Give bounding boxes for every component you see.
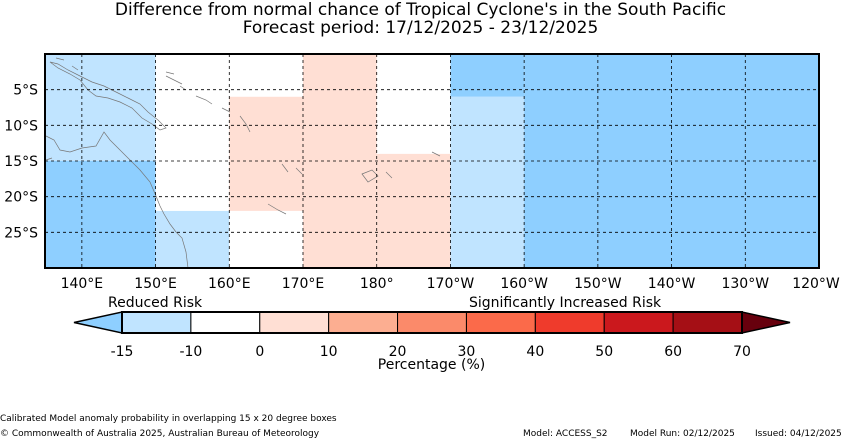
coastline-vanuatu (239, 115, 303, 175)
coastline-fiji (361, 151, 441, 183)
colorbar-segment (190, 311, 261, 334)
anomaly-cell-5 (229, 96, 303, 211)
colorbar-tick-label: -15 (111, 344, 134, 360)
lon-tick-label: 170°E (282, 276, 325, 292)
colorbar: -15 -10 0 10 20 30 40 50 60 70 (73, 311, 791, 360)
colorbar-segment (328, 311, 399, 334)
lon-tick-label: 140°E (61, 276, 104, 292)
anomaly-cell-6 (229, 210, 303, 268)
lat-tick-label: 5°S (13, 83, 38, 99)
colorbar-under-arrow (73, 311, 123, 334)
colorbar-xlabel: Percentage (%) (377, 357, 486, 373)
colorbar-tick-label: 50 (595, 344, 613, 360)
lat-tick-label: 25°S (4, 225, 38, 241)
footer-issued: Issued: 04/12/2025 (755, 429, 841, 439)
footer-note: Calibrated Model anomaly probability in … (0, 414, 337, 424)
coastline-solomon (165, 75, 231, 113)
colorbar-segment (672, 311, 743, 334)
anomaly-cell-9 (376, 153, 451, 268)
lon-tick-label: 120°W (792, 276, 840, 292)
anomaly-cell-1 (45, 54, 156, 161)
lat-tick-label: 10°S (4, 118, 38, 134)
lon-tick-label: 160°E (208, 276, 251, 292)
footer-model: Model: ACCESS_S2 (523, 429, 608, 439)
colorbar-segment (603, 311, 674, 334)
colorbar-frame (121, 311, 743, 334)
colorbar-tick-label: 40 (526, 344, 544, 360)
lon-tick-label: 140°W (648, 276, 696, 292)
lon-tick-label: 170°W (427, 276, 475, 292)
colorbar-segment (465, 311, 536, 334)
colorbar-tick-label: 10 (320, 344, 338, 360)
coastline-new-caledonia (267, 203, 287, 215)
colorbar-segment (397, 311, 467, 334)
lon-tick-label: 160°W (500, 276, 548, 292)
lon-tick-label: 150°W (574, 276, 622, 292)
footer-copyright: © Commonwealth of Australia 2025, Austra… (0, 429, 320, 439)
colorbar-segment (121, 311, 192, 334)
anomaly-cell-8 (376, 54, 451, 154)
lat-tick-label: 15°S (4, 154, 38, 170)
colorbar-tick-label: 70 (733, 344, 751, 360)
increased-risk-label: Significantly Increased Risk (469, 295, 662, 311)
coastline-north-islands (55, 57, 187, 91)
anomaly-cell-2 (155, 54, 230, 211)
chart-title: Difference from normal chance of Tropica… (114, 0, 727, 20)
colorbar-tick-label: 0 (255, 344, 264, 360)
colorbar-segment (259, 311, 330, 334)
lon-tick-label: 130°W (721, 276, 769, 292)
colorbar-tick-label: 60 (664, 344, 682, 360)
coastline-new-guinea (49, 61, 167, 131)
lon-tick-label: 150°E (134, 276, 177, 292)
map-plot: 5°S 10°S 15°S 20°S 25°S 140°E 150°E 160°E 170°E… (4, 53, 840, 292)
anomaly-cell-10 (450, 54, 525, 97)
colorbar-tick-label: 20 (389, 344, 407, 360)
anomaly-cell-0 (45, 161, 156, 268)
anomaly-cell-11 (450, 96, 525, 268)
colorbar-tick-label: -10 (179, 344, 202, 360)
colorbar-segment (534, 311, 605, 334)
footer-model-run: Model Run: 02/12/2025 (630, 429, 735, 439)
coastline-australia (45, 131, 189, 269)
reduced-risk-label: Reduced Risk (108, 295, 203, 311)
lat-tick-label: 20°S (4, 190, 38, 206)
colorbar-over-arrow (741, 311, 791, 334)
lon-tick-label: 180° (360, 276, 394, 292)
anomaly-cell-4 (229, 54, 303, 97)
forecast-period: Forecast period: 17/12/2025 - 23/12/2025 (242, 18, 599, 38)
colorbar-tick-label: 30 (458, 344, 476, 360)
map-frame (44, 53, 820, 269)
